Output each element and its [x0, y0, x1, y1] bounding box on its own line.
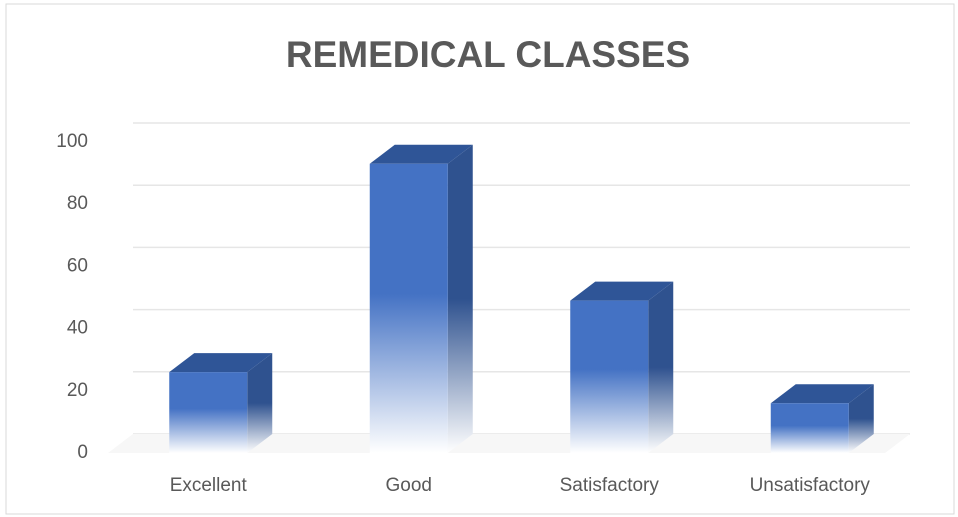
bar-side	[447, 144, 473, 453]
y-tick-label: 100	[56, 131, 88, 152]
x-tick-label: Good	[386, 475, 432, 496]
y-tick-label: 40	[67, 318, 88, 339]
bar-top	[570, 281, 674, 301]
floor	[108, 434, 910, 453]
bar	[570, 281, 674, 453]
bar-top	[369, 144, 473, 164]
bar-front	[369, 163, 448, 453]
y-tick-label: 60	[67, 255, 88, 276]
y-tick-label: 0	[77, 442, 88, 463]
bar-top	[169, 353, 273, 373]
bar-top	[770, 384, 874, 404]
y-tick-label: 20	[67, 380, 88, 401]
x-tick-label: Satisfactory	[560, 475, 660, 496]
bar-front	[169, 372, 248, 453]
x-tick-label: Excellent	[170, 475, 248, 496]
bar	[369, 144, 473, 453]
y-tick-label: 80	[67, 193, 88, 214]
bar-side	[648, 281, 674, 453]
x-tick-label: Unsatisfactory	[750, 475, 871, 496]
chart-title: REMEDICAL CLASSES	[286, 34, 690, 75]
bar	[169, 353, 273, 453]
bar-side	[247, 353, 273, 453]
bar	[770, 384, 874, 453]
bar-side	[848, 384, 874, 453]
bar-front	[770, 403, 849, 453]
bar-front	[570, 300, 649, 453]
